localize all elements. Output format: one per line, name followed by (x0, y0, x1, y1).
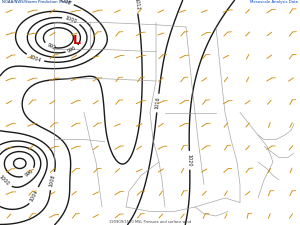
Text: 1008: 1008 (58, 0, 72, 6)
Text: 996: 996 (67, 45, 77, 54)
Text: 190909/1500 MSL Pressure and surface wind: 190909/1500 MSL Pressure and surface win… (109, 220, 191, 224)
Text: 1008: 1008 (48, 174, 56, 188)
Text: 1004: 1004 (29, 189, 40, 202)
Text: 1012: 1012 (133, 0, 140, 11)
Text: 1020: 1020 (187, 154, 192, 166)
Text: 1016: 1016 (154, 97, 161, 110)
Text: 996: 996 (24, 169, 34, 178)
Text: Mesoscale Analysis Data: Mesoscale Analysis Data (250, 0, 298, 5)
Text: 1000: 1000 (0, 174, 11, 187)
Text: 1000: 1000 (64, 16, 78, 25)
Text: 1004: 1004 (28, 54, 42, 63)
Text: NOAA/NWS/Storm Prediction Center: NOAA/NWS/Storm Prediction Center (2, 0, 71, 5)
Text: L: L (73, 34, 80, 47)
Text: 992: 992 (46, 43, 56, 51)
